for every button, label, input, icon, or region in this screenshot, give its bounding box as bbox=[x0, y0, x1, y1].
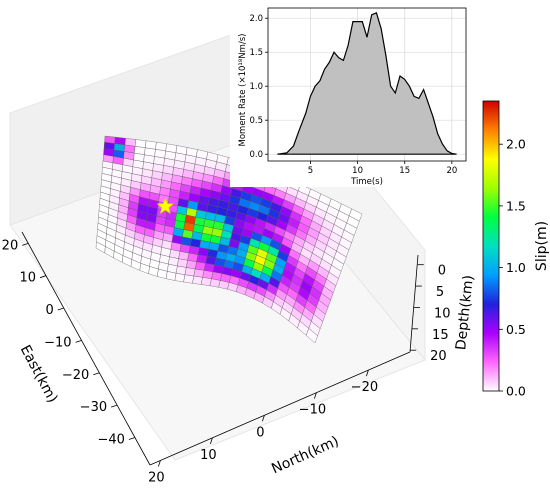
north-tick-label: 0 bbox=[256, 425, 264, 440]
fault-cell bbox=[184, 267, 196, 277]
colorbar-tick-label: 0.0 bbox=[506, 384, 526, 399]
east-tick-mark bbox=[57, 307, 64, 311]
inset-ticks: 5 10 15 20 0.0 0.5 1.0 1.5 2.0 bbox=[249, 14, 457, 176]
east-tick-mark bbox=[39, 275, 47, 279]
inset-y-label: Moment Rate (×10¹⁸Nm/s) bbox=[238, 34, 248, 147]
fault-cell bbox=[165, 271, 177, 281]
depth-tick-label: 5 bbox=[436, 285, 444, 300]
inset-x-label: Time(s) bbox=[350, 177, 383, 187]
inset-y-tick-label: 2.0 bbox=[249, 14, 263, 24]
north-tick-mark bbox=[314, 392, 317, 399]
inset-y-tick-label: 0.5 bbox=[249, 116, 263, 126]
north-tick-mark bbox=[262, 415, 265, 422]
depth-tick-label: 15 bbox=[432, 328, 449, 343]
east-tick-mark bbox=[110, 404, 118, 408]
fault-cell bbox=[192, 275, 203, 285]
hypocenter-star-icon bbox=[156, 197, 175, 215]
east-tick-label: −20 bbox=[62, 368, 89, 383]
colorbar-ticks: 0.0 0.5 1.0 1.5 2.0 bbox=[499, 137, 526, 399]
east-tick-label: −40 bbox=[97, 432, 124, 447]
east-tick-mark bbox=[93, 372, 100, 376]
north-tick-mark bbox=[210, 437, 213, 445]
north-tick-label: −20 bbox=[351, 380, 378, 395]
colorbar-tick-label: 2.0 bbox=[506, 137, 526, 152]
fault-cell bbox=[183, 274, 195, 284]
east-tick-label: −30 bbox=[80, 400, 107, 415]
east-axis-line bbox=[21, 231, 151, 466]
north-axis-ticks: 20 10 0 −10 −20 bbox=[148, 369, 378, 485]
east-tick-mark bbox=[75, 340, 82, 343]
north-axis-line bbox=[149, 351, 411, 466]
north-tick-label: 20 bbox=[148, 470, 165, 485]
east-tick-label: 20 bbox=[2, 238, 19, 253]
colorbar-fill bbox=[482, 100, 500, 392]
east-tick-mark bbox=[22, 242, 29, 246]
slip-colorbar: 0.0 0.5 1.0 1.5 2.0 Slip(m) bbox=[482, 100, 550, 399]
inset-x-tick-label: 20 bbox=[446, 166, 457, 176]
north-tick-label: 10 bbox=[200, 448, 217, 463]
north-tick-label: −10 bbox=[299, 403, 326, 418]
east-tick-mark bbox=[128, 437, 136, 440]
north-tick-mark bbox=[366, 369, 369, 377]
inset-y-tick-label: 0.0 bbox=[249, 150, 263, 160]
inset-moment-rate-chart: 5 10 15 20 0.0 0.5 1.0 1.5 2.0 Time(s) Moment Ra… bbox=[230, 0, 468, 187]
fault-cell bbox=[174, 272, 186, 283]
fault-cell bbox=[193, 268, 205, 278]
inset-x-tick-label: 5 bbox=[308, 166, 313, 176]
fault-slip-grid bbox=[95, 135, 363, 344]
north-axis-label: North(km) bbox=[269, 433, 341, 477]
depth-tick-label: 10 bbox=[434, 306, 451, 321]
depth-axis-line bbox=[409, 254, 419, 353]
moment-rate-area bbox=[277, 11, 457, 155]
inset-x-tick-label: 10 bbox=[352, 166, 363, 176]
north-tick-mark bbox=[158, 460, 161, 467]
inset-y-tick-label: 1.0 bbox=[249, 82, 263, 92]
hypocenter-star bbox=[156, 197, 175, 215]
east-tick-label: 10 bbox=[19, 271, 36, 286]
inset-x-tick-label: 15 bbox=[399, 166, 410, 176]
colorbar-tick-label: 1.0 bbox=[506, 260, 526, 275]
depth-tick-label: 20 bbox=[430, 349, 447, 364]
inset-frame bbox=[267, 7, 467, 162]
east-tick-label: −10 bbox=[44, 335, 71, 350]
colorbar-label: Slip(m) bbox=[534, 221, 550, 271]
colorbar-tick-label: 0.5 bbox=[506, 322, 526, 337]
colorbar-tick-label: 1.5 bbox=[506, 198, 526, 213]
east-axis-ticks: 20 10 0 −10 −20 −30 −40 bbox=[2, 238, 136, 447]
inset-y-tick-label: 1.5 bbox=[249, 48, 263, 58]
east-axis-label: East(km) bbox=[17, 343, 61, 406]
depth-tick-label: 0 bbox=[438, 264, 446, 279]
east-tick-label: 0 bbox=[45, 303, 53, 318]
fault-cell bbox=[200, 277, 212, 286]
depth-axis-ticks: 0 5 10 15 20 bbox=[410, 264, 451, 364]
depth-axis-label: Depth(km) bbox=[453, 274, 477, 351]
fault-cell bbox=[305, 328, 318, 344]
